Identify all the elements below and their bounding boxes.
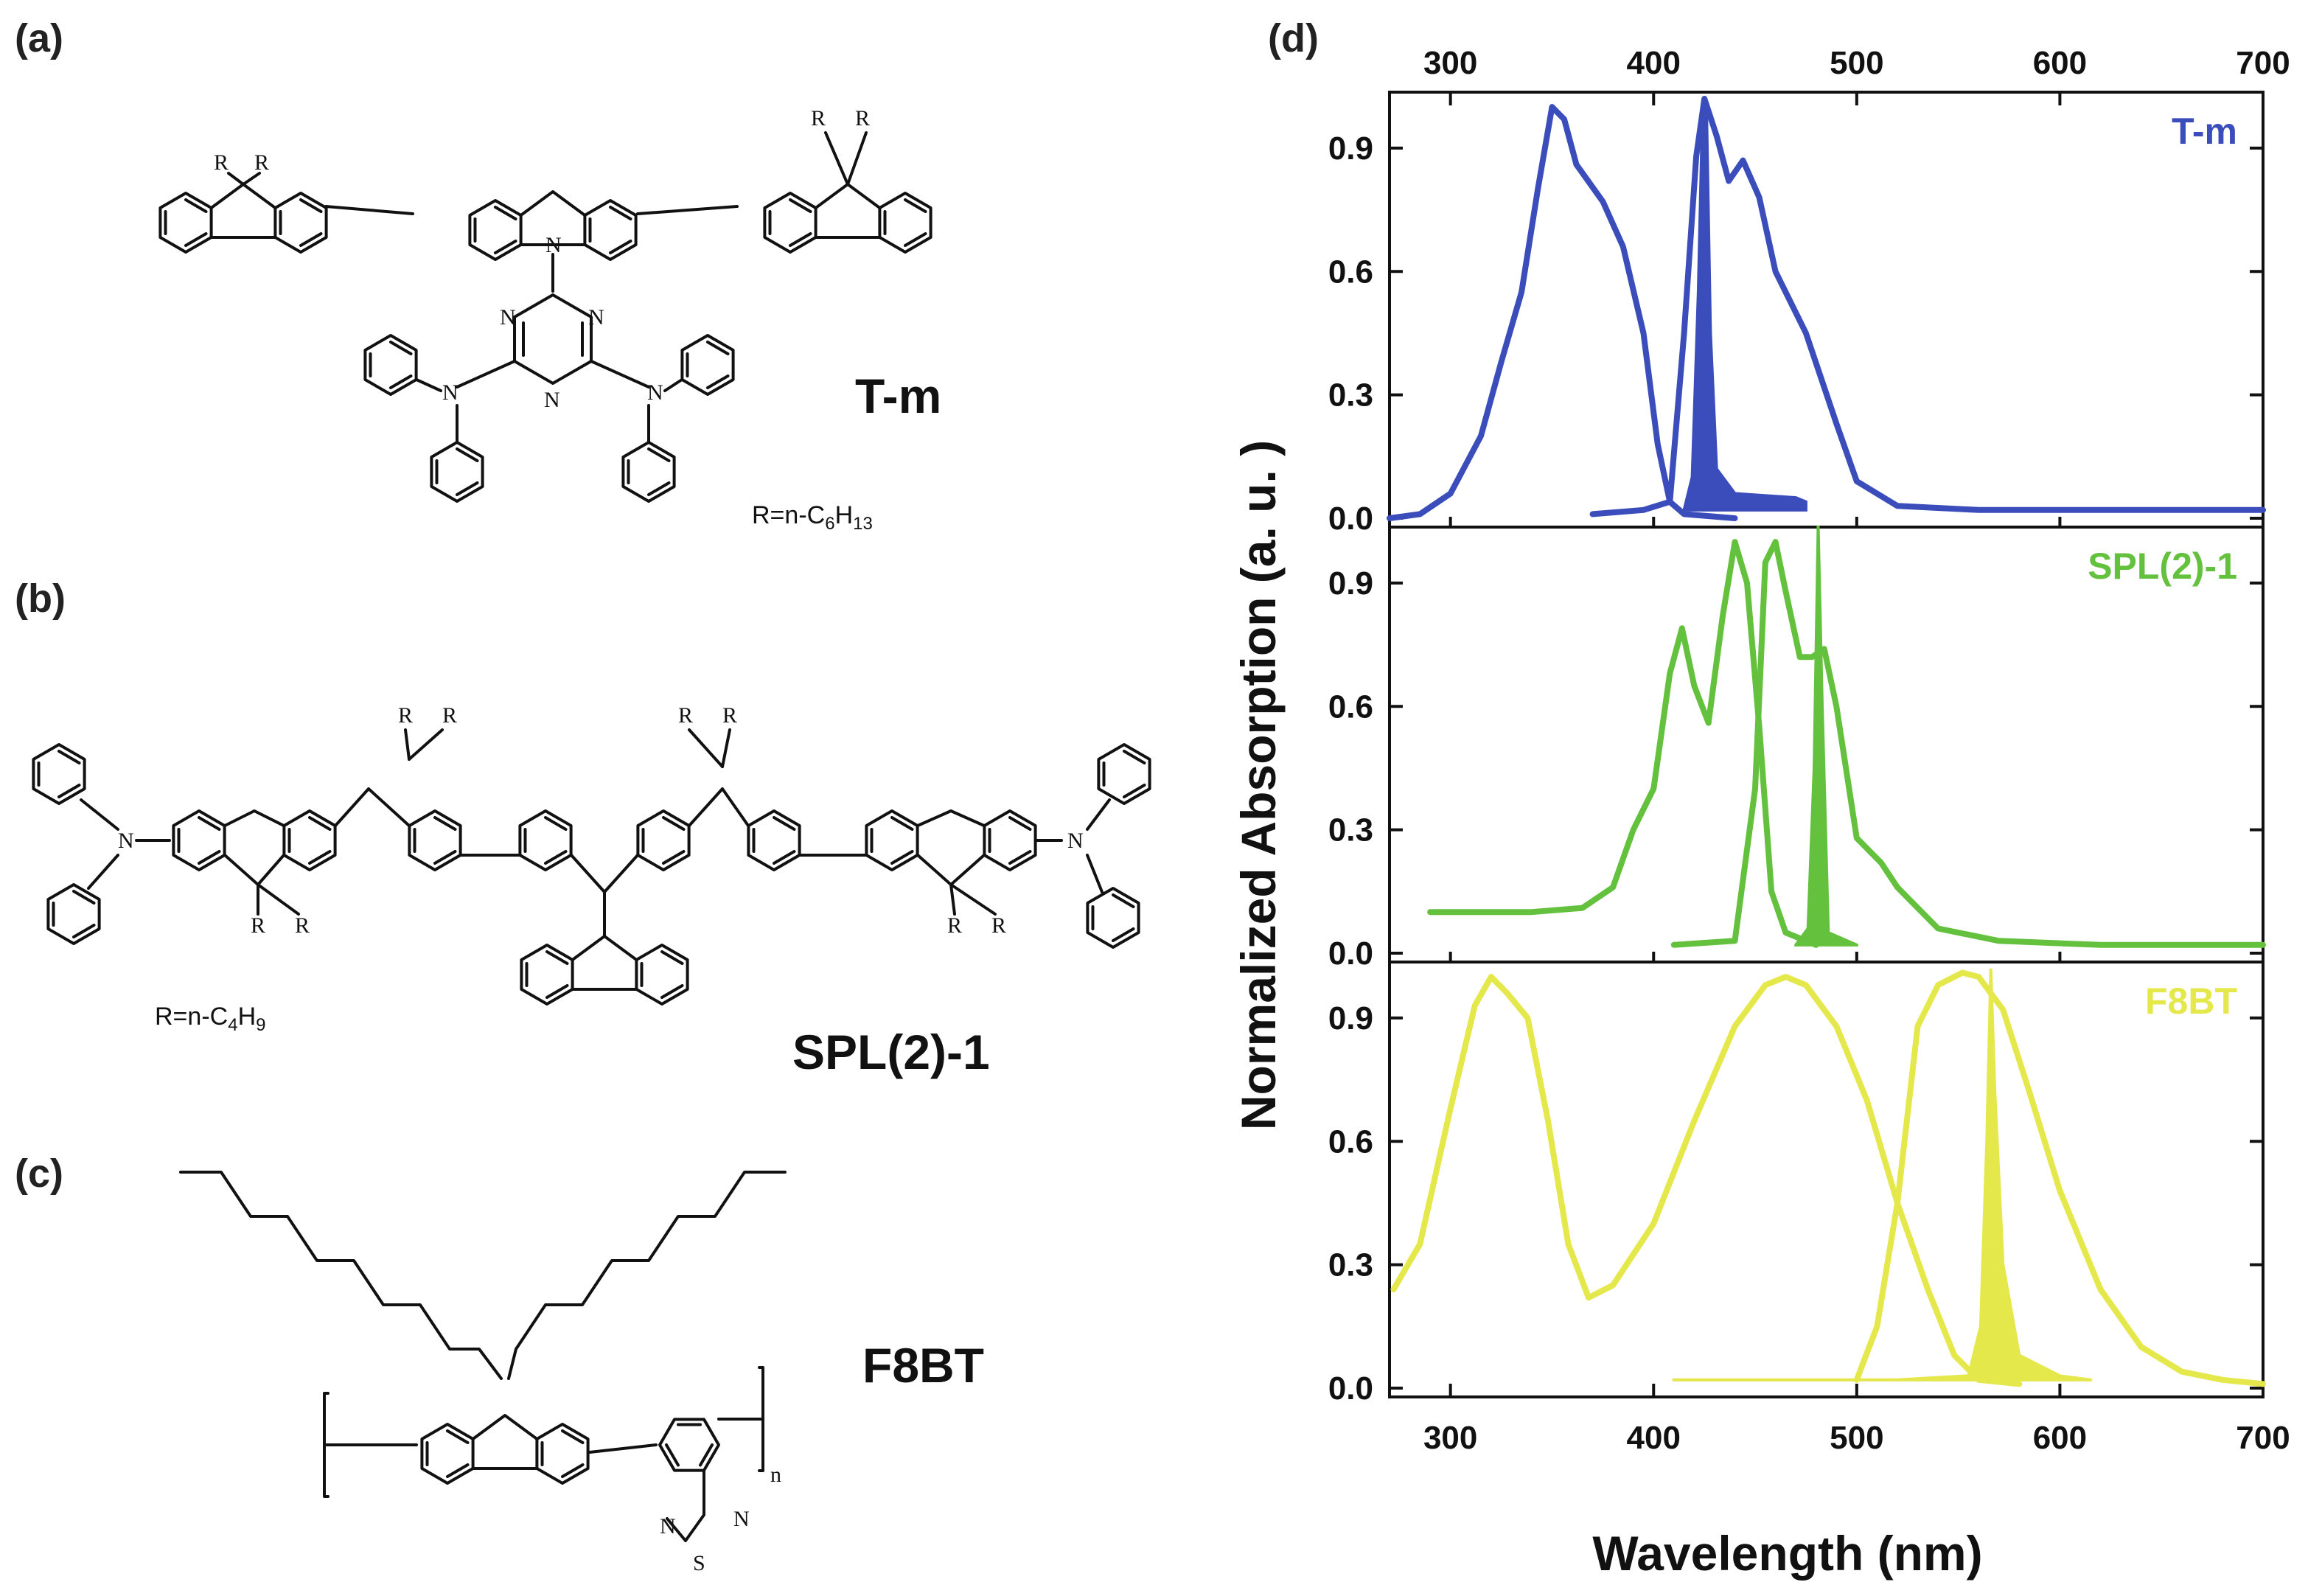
tm-name: T-m bbox=[855, 369, 941, 423]
svg-text:R: R bbox=[398, 703, 413, 728]
x-tick-label-bottom: 700 bbox=[2236, 1420, 2290, 1456]
y-tick-label: 0.0 bbox=[1328, 935, 1373, 972]
spl-name: SPL(2)-1 bbox=[792, 1025, 990, 1079]
x-tick-label-bottom: 600 bbox=[2033, 1420, 2087, 1456]
series-label: T-m bbox=[2172, 111, 2237, 152]
x-tick-label-bottom: 400 bbox=[1627, 1420, 1681, 1456]
tm-structure: R R N R R N N N N bbox=[160, 106, 930, 503]
svg-text:R: R bbox=[442, 703, 457, 728]
svg-text:N: N bbox=[647, 380, 663, 405]
x-axis-title: Wavelength (nm) bbox=[1592, 1526, 1982, 1581]
svg-text:R: R bbox=[991, 913, 1006, 938]
chart-frame bbox=[1388, 91, 2265, 1398]
panel-b-label: (b) bbox=[15, 576, 66, 621]
f8bt-structure: N N S n bbox=[179, 1171, 787, 1575]
y-tick-label: 0.3 bbox=[1328, 812, 1373, 848]
x-tick-label-top: 700 bbox=[2236, 45, 2290, 81]
series-SPL(2)-1-emission bbox=[1670, 539, 2266, 948]
panel-a-label: (a) bbox=[15, 16, 63, 60]
x-tick-label-bottom: 300 bbox=[1423, 1420, 1477, 1456]
tm-r-note: R=n-C6H13 bbox=[752, 501, 873, 534]
x-tick-label-top: 300 bbox=[1423, 45, 1477, 81]
y-tick-label: 0.9 bbox=[1328, 565, 1373, 602]
series-T-m-emission bbox=[1589, 95, 2266, 518]
svg-text:N: N bbox=[118, 829, 134, 853]
x-tick-label-top: 600 bbox=[2033, 45, 2087, 81]
svg-text:N: N bbox=[500, 305, 516, 330]
y-axis-title: Normalized Absorption (a. u. ) bbox=[1231, 440, 1286, 1130]
y-tick-label: 0.9 bbox=[1328, 1000, 1373, 1036]
svg-text:R: R bbox=[295, 913, 310, 938]
x-tick-label-top: 400 bbox=[1627, 45, 1681, 81]
svg-text:R: R bbox=[678, 703, 693, 728]
svg-text:N: N bbox=[544, 388, 560, 412]
y-tick-label: 0.9 bbox=[1328, 130, 1373, 167]
series-T-m-laser bbox=[1682, 102, 1807, 512]
spl-structure: N R R R R R R bbox=[32, 703, 1151, 1004]
svg-text:N: N bbox=[588, 305, 604, 330]
svg-text:R: R bbox=[254, 150, 269, 175]
panel-d-label: (d) bbox=[1268, 16, 1319, 60]
series-F8BT-emission bbox=[1853, 969, 2266, 1387]
y-tick-label: 0.3 bbox=[1328, 1247, 1373, 1283]
svg-text:S: S bbox=[693, 1551, 705, 1575]
series-SPL(2)-1-absorption bbox=[1427, 539, 1819, 948]
svg-text:R: R bbox=[251, 913, 265, 938]
y-tick-label: 0.0 bbox=[1328, 501, 1373, 537]
series-F8BT-absorption bbox=[1390, 974, 2023, 1387]
svg-text:R: R bbox=[855, 106, 870, 130]
spl-r-note: R=n-C4H9 bbox=[155, 1003, 265, 1035]
f8bt-name: F8BT bbox=[862, 1338, 984, 1393]
y-tick-label: 0.0 bbox=[1328, 1370, 1373, 1407]
spectra-chart: 300 300 400 400 500 500 600 600 700 700 0.0 0.3 0.6 0… bbox=[1328, 45, 2290, 1456]
series-T-m-absorption bbox=[1387, 104, 1738, 521]
y-tick-label: 0.6 bbox=[1328, 689, 1373, 725]
svg-text:R: R bbox=[947, 913, 962, 938]
series-SPL(2)-1-laser bbox=[1794, 525, 1858, 947]
svg-text:R: R bbox=[214, 150, 229, 175]
tm-central-n: N bbox=[545, 233, 562, 257]
svg-text:N: N bbox=[660, 1514, 676, 1538]
svg-text:N: N bbox=[733, 1507, 750, 1531]
x-tick-label-top: 500 bbox=[1830, 45, 1883, 81]
y-tick-label: 0.6 bbox=[1328, 1123, 1373, 1160]
y-tick-label: 0.6 bbox=[1328, 254, 1373, 290]
series-label: F8BT bbox=[2145, 980, 2237, 1022]
x-tick-label-bottom: 500 bbox=[1830, 1420, 1883, 1456]
svg-text:R: R bbox=[811, 106, 826, 130]
svg-text:R: R bbox=[722, 703, 737, 728]
y-tick-label: 0.3 bbox=[1328, 377, 1373, 414]
svg-text:N: N bbox=[1067, 829, 1084, 853]
panel-c-label: (c) bbox=[15, 1151, 63, 1196]
series-label: SPL(2)-1 bbox=[2088, 546, 2237, 587]
svg-text:N: N bbox=[442, 380, 459, 405]
series-F8BT-laser bbox=[1672, 968, 2092, 1381]
svg-text:n: n bbox=[770, 1463, 781, 1487]
